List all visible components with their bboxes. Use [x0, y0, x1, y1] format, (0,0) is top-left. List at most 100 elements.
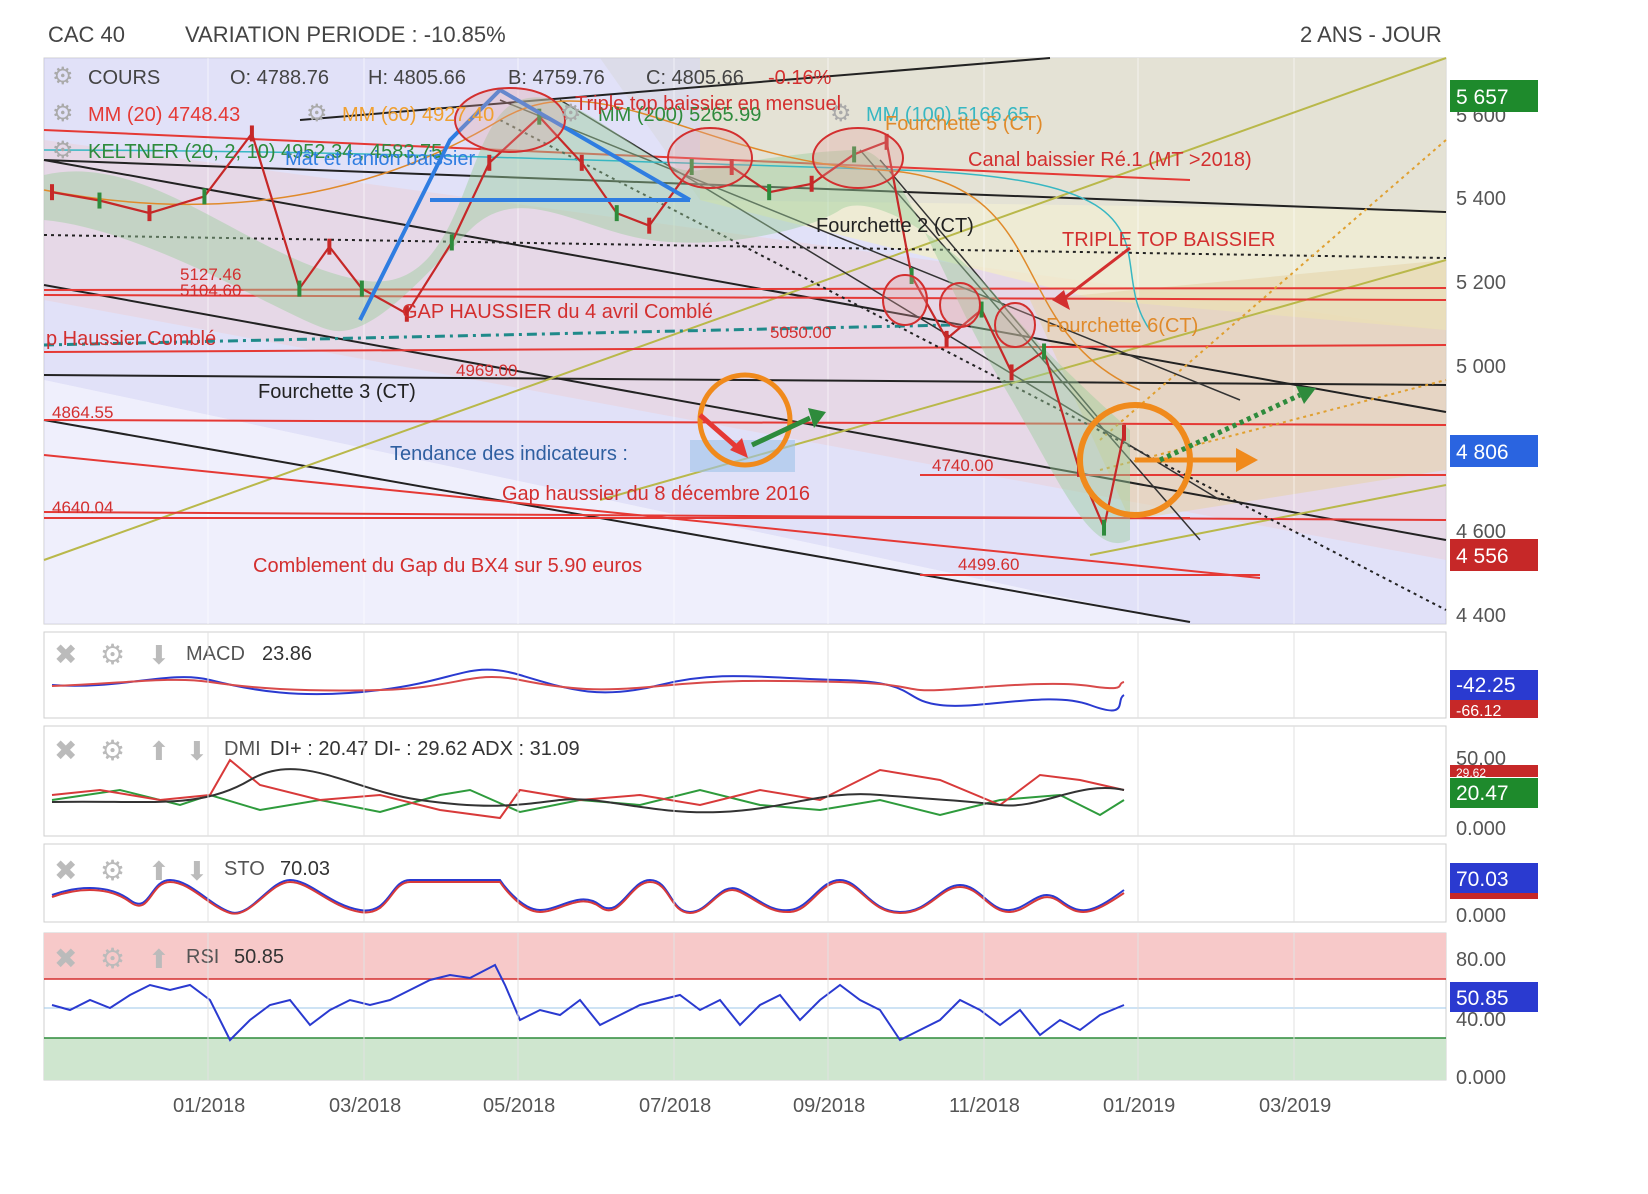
price-candle: [404, 305, 409, 322]
arrow-up-icon[interactable]: ⬆: [148, 856, 170, 886]
x-tick-label: 01/2018: [173, 1095, 245, 1117]
y-tick-label: 4 400: [1456, 605, 1506, 627]
annot-triple-top-mensuel: Triple top baissier en mensuel: [575, 93, 841, 115]
low-value: B: 4759.76: [508, 67, 605, 89]
level-4864: 4864.55: [52, 403, 113, 422]
gear-icon[interactable]: ⚙: [100, 639, 125, 670]
gear-icon[interactable]: ⚙: [52, 63, 74, 90]
price-candle: [852, 146, 857, 163]
level-4499: 4499.60: [958, 555, 1019, 574]
x-tick-label: 03/2018: [329, 1095, 401, 1117]
macd-badge2: -66.12: [1456, 703, 1501, 720]
dmi-badge1: 29.62: [1456, 766, 1486, 780]
price-candle: [1009, 364, 1014, 381]
level-4969: 4969.00: [456, 361, 517, 380]
dmi-badge2: 20.47: [1456, 782, 1509, 805]
high-value: H: 4805.66: [368, 67, 466, 89]
close-icon[interactable]: ✖: [54, 855, 77, 886]
price-candle: [147, 205, 152, 222]
annot-comblement: Comblement du Gap du BX4 sur 5.90 euros: [253, 555, 642, 577]
rsi-value: 50.85: [234, 946, 284, 968]
price-candle: [614, 205, 619, 222]
mm200-label: MM (200) 5265.99: [598, 104, 761, 126]
mm60-label: MM (60) 4927.40: [342, 104, 494, 126]
gear-icon[interactable]: ⚙: [100, 943, 125, 974]
x-tick-label: 05/2018: [483, 1095, 555, 1117]
annot-fourchette5: Fourchette 5 (CT): [885, 113, 1043, 135]
price-candle: [537, 108, 542, 125]
macd-panel: ✖ ⚙ ⬇ MACD 23.86 -42.25 -66.12: [43, 631, 1538, 720]
sub-grid: [207, 632, 1295, 1080]
triple-top-ellipses: [454, 87, 1036, 348]
price-candle: [202, 188, 207, 205]
annot-fourchette2: Fourchette 2 (CT): [816, 215, 974, 237]
arrow-down-icon[interactable]: ⬇: [148, 640, 170, 670]
mat-fanion-shape: [358, 87, 692, 321]
sto-label: STO: [224, 858, 265, 880]
price-candle: [1102, 519, 1107, 536]
price-candle: [97, 192, 102, 209]
annot-fourchette3: Fourchette 3 (CT): [258, 381, 416, 403]
annot-fourchette6: Fourchette 6(CT): [1046, 315, 1198, 337]
rsi-line: [51, 963, 1125, 1042]
badge-top: 5 657: [1456, 86, 1509, 109]
arrow-down-icon[interactable]: ⬇: [186, 856, 208, 886]
arrow-down-icon[interactable]: ⬇: [186, 736, 208, 766]
adx-line: [51, 768, 1125, 814]
gear-icon[interactable]: ⚙: [52, 100, 74, 127]
arrow-up-icon[interactable]: ⬆: [148, 736, 170, 766]
close-value: C: 4805.66: [646, 67, 744, 89]
price-candle: [767, 184, 772, 201]
rsi-label: RSI: [186, 946, 219, 968]
gear-icon[interactable]: ⚙: [52, 137, 74, 164]
annot-canal-baissier: Canal baissier Ré.1 (MT >2018): [968, 149, 1252, 171]
y-tick-label: 5 000: [1456, 356, 1506, 378]
rsi-tick0: 0.000: [1456, 1067, 1506, 1089]
gear-icon[interactable]: ⚙: [100, 855, 125, 886]
badge-bottom: 4 556: [1456, 545, 1509, 568]
annot-triple-top: TRIPLE TOP BAISSIER: [1062, 229, 1275, 251]
dmi-value: DI+ : 20.47 DI- : 29.62 ADX : 31.09: [270, 738, 580, 760]
price-candle: [327, 238, 332, 255]
close-icon[interactable]: ✖: [54, 943, 77, 974]
gear-icon[interactable]: ⚙: [100, 735, 125, 766]
current-signal: [1052, 246, 1316, 518]
sto-value: 70.03: [280, 858, 330, 880]
mm20-label: MM (20) 4748.43: [88, 104, 240, 126]
mm100-label: MM (100) 5166.65: [866, 104, 1029, 126]
price-candle: [979, 301, 984, 318]
trend-lines: [43, 57, 1447, 623]
gear-icon[interactable]: ⚙: [560, 100, 582, 127]
level-5127: 5127.46: [180, 265, 241, 284]
macd-value: 23.86: [262, 643, 312, 665]
x-axis-ticks: 01/2018 03/2018 05/2018 07/2018 09/2018 11/20…: [173, 1095, 1331, 1117]
macd-badge1: -42.25: [1456, 674, 1516, 697]
arrow-up-icon[interactable]: ⬆: [148, 944, 170, 974]
x-tick-label: 07/2018: [639, 1095, 711, 1117]
rsi-panel: ✖ ⚙ ⬆ RSI 50.85 80.00 50.85 40.00 0.000: [43, 932, 1538, 1089]
price-candle: [689, 159, 694, 176]
price-candle: [729, 159, 734, 176]
level-4640: 4640.04: [52, 498, 113, 517]
gear-icon[interactable]: ⚙: [830, 100, 852, 127]
sto-badge: 70.03: [1456, 868, 1509, 891]
dmi-minus-line: [51, 758, 1125, 820]
level-4740: 4740.00: [932, 456, 993, 475]
close-icon[interactable]: ✖: [54, 639, 77, 670]
annot-gap-decembre: Gap haussier du 8 décembre 2016: [502, 483, 810, 505]
mm60-line: [43, 100, 1141, 391]
x-tick-label: 09/2018: [793, 1095, 865, 1117]
variation-label: VARIATION PERIODE : -10.85%: [185, 22, 506, 47]
dmi-tick-bottom: 0.000: [1456, 818, 1506, 840]
sto-tick-bottom: 0.000: [1456, 905, 1506, 927]
main-legend: ⚙ COURS O: 4788.76 H: 4805.66 B: 4759.76…: [52, 63, 1029, 164]
dmi-label: DMI: [224, 738, 261, 760]
price-candle: [359, 280, 364, 297]
index-name: CAC 40: [48, 22, 126, 47]
price-candle: [944, 330, 949, 347]
close-icon[interactable]: ✖: [54, 735, 77, 766]
annot-gap-comble: p Haussier Comblé: [46, 328, 216, 350]
gear-icon[interactable]: ⚙: [306, 100, 328, 127]
price-candle: [249, 125, 254, 142]
